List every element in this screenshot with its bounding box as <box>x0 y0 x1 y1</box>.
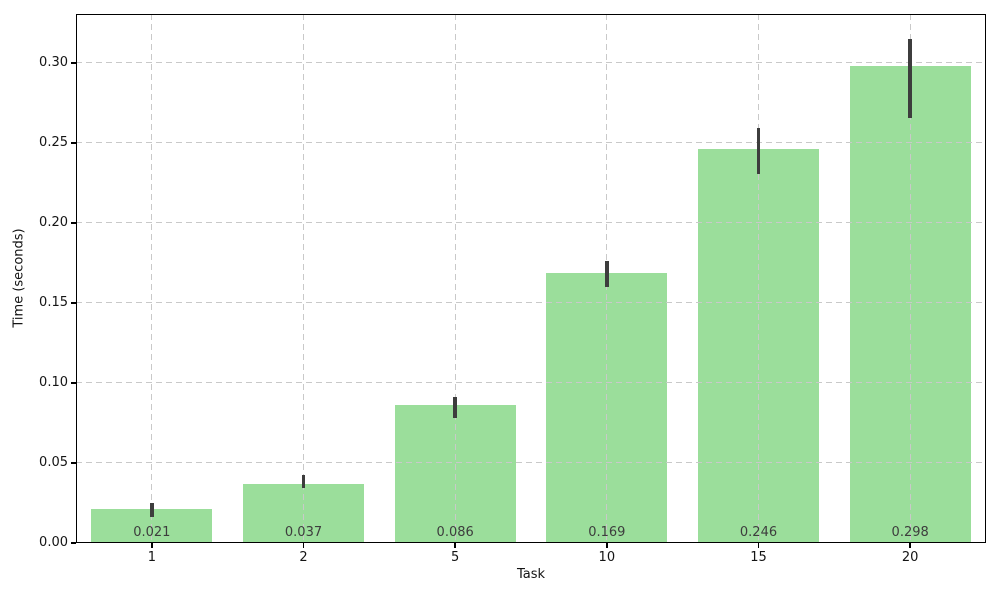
gridline-horizontal <box>76 462 986 464</box>
gridline-vertical <box>303 14 304 543</box>
gridline-vertical <box>151 14 153 543</box>
gridline-horizontal <box>76 382 986 384</box>
x-tick-mark <box>909 543 911 548</box>
x-tick-label: 2 <box>299 550 308 565</box>
y-tick-label: 0.10 <box>39 374 68 390</box>
y-tick-label: 0.00 <box>39 535 68 550</box>
x-tick-label: 10 <box>598 550 616 565</box>
error-bar <box>908 38 912 118</box>
bar-value-label: 0.298 <box>891 525 929 540</box>
gridline-horizontal <box>76 142 986 144</box>
y-tick-label: 0.05 <box>39 454 68 470</box>
y-axis-label: Time (seconds) <box>11 228 27 328</box>
bar-value-label: 0.021 <box>133 525 171 540</box>
x-tick-label: 20 <box>901 550 919 565</box>
y-tick-mark <box>71 302 76 304</box>
bar-value-label: 0.169 <box>588 525 626 540</box>
error-bar <box>453 396 457 419</box>
error-bar <box>301 474 306 488</box>
bar-value-label: 0.086 <box>436 525 474 540</box>
x-tick-mark <box>302 543 305 548</box>
x-tick-label: 5 <box>451 550 460 565</box>
y-tick-mark <box>71 142 76 144</box>
gridline-horizontal <box>76 62 986 64</box>
y-tick-mark <box>71 382 76 384</box>
x-tick-mark <box>757 543 760 548</box>
x-axis-label: Task <box>516 567 546 582</box>
gridline-vertical <box>909 14 911 543</box>
x-tick-label: 15 <box>750 550 767 565</box>
y-tick-label: 0.15 <box>39 294 68 310</box>
y-tick-mark <box>71 462 76 464</box>
y-tick-label: 0.25 <box>39 134 68 150</box>
bar-value-label: 0.037 <box>284 525 323 540</box>
x-tick-mark <box>606 543 608 548</box>
error-bar <box>605 260 609 287</box>
y-tick-mark <box>71 62 76 64</box>
gridline-horizontal <box>76 302 986 304</box>
x-tick-label: 1 <box>147 550 156 565</box>
error-bar <box>150 502 154 517</box>
x-tick-mark <box>151 543 153 548</box>
gridline-vertical <box>454 14 456 543</box>
y-tick-label: 0.20 <box>39 214 68 230</box>
x-tick-mark <box>454 543 456 548</box>
error-bar <box>756 127 761 174</box>
gridline-vertical <box>758 14 759 543</box>
y-tick-mark <box>71 542 76 544</box>
bar-value-label: 0.246 <box>739 525 778 540</box>
y-tick-label: 0.30 <box>39 54 68 70</box>
y-tick-mark <box>71 222 76 224</box>
gridline-horizontal <box>76 222 986 224</box>
